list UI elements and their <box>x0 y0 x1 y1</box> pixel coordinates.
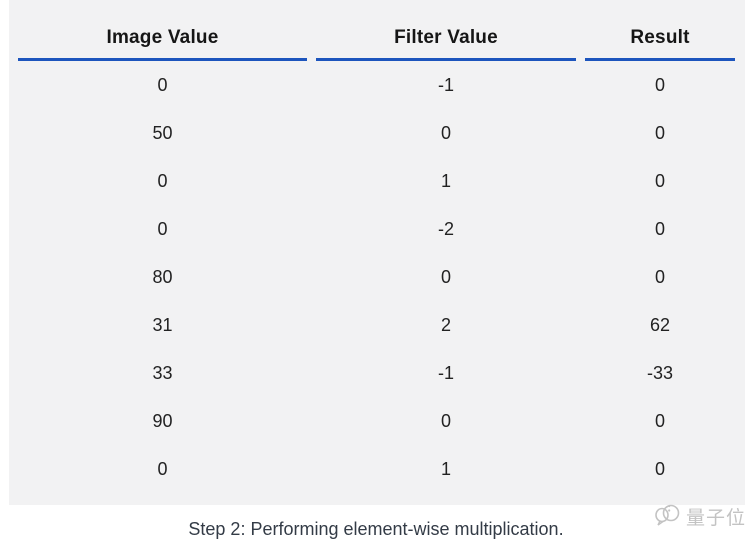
table-cell: 0 <box>157 170 168 191</box>
table-row: 50 0 0 <box>18 109 735 157</box>
column-header-image-value: Image Value <box>18 0 307 61</box>
table-cell: 0 <box>654 410 665 431</box>
table-row: 0 -2 0 <box>18 205 735 253</box>
qbitai-logo-icon <box>654 502 682 531</box>
table-cell: -33 <box>646 362 673 383</box>
column-header-filter-value: Filter Value <box>316 0 576 61</box>
table-cell: 1 <box>440 170 451 191</box>
figure-caption: Step 2: Performing element-wise multipli… <box>188 518 564 539</box>
table-cell: 50 <box>152 122 173 143</box>
table-cell: 0 <box>157 458 168 479</box>
table-cell: 80 <box>152 266 173 287</box>
table-panel: Image Value Filter Value Result 0 -1 0 50 0 0… <box>9 0 745 505</box>
table-cell: 0 <box>440 410 451 431</box>
table-cell: 0 <box>654 218 665 239</box>
table-cell: 0 <box>654 122 665 143</box>
table-row: 90 0 0 <box>18 397 735 445</box>
table-cell: 0 <box>157 74 168 95</box>
multiplication-table: Image Value Filter Value Result 0 -1 0 50 0 0… <box>9 0 744 493</box>
table-row: 0 1 0 <box>18 157 735 205</box>
column-header-result: Result <box>585 0 735 61</box>
caption-bar: Step 2: Performing element-wise multipli… <box>0 505 752 553</box>
table-header: Image Value Filter Value Result <box>18 0 735 61</box>
table-cell: 1 <box>440 458 451 479</box>
header-row: Image Value Filter Value Result <box>18 0 735 61</box>
table-cell: 90 <box>152 410 173 431</box>
table-row: 80 0 0 <box>18 253 735 301</box>
table-cell: 0 <box>654 170 665 191</box>
table-cell: 0 <box>654 458 665 479</box>
table-cell: -1 <box>437 74 454 95</box>
table-cell: 0 <box>654 266 665 287</box>
table-cell: 33 <box>152 362 173 383</box>
watermark-text: 量子位 <box>685 508 746 529</box>
table-row: 33 -1 -33 <box>18 349 735 397</box>
table-cell: 2 <box>440 314 451 335</box>
watermark: 量子位 <box>654 502 746 531</box>
table-cell: 31 <box>152 314 173 335</box>
table-cell: -1 <box>437 362 454 383</box>
table-cell: 0 <box>654 74 665 95</box>
table-row: 0 1 0 <box>18 445 735 493</box>
table-body: 0 -1 0 50 0 0 0 1 0 0 -2 0 80 0 0 31 2 62 33 -1 -33 90 0 0 0 1 0 <box>18 61 735 493</box>
table-row: 31 2 62 <box>18 301 735 349</box>
table-cell: 0 <box>157 218 168 239</box>
table-row: 0 -1 0 <box>18 61 735 109</box>
table-cell: 0 <box>440 266 451 287</box>
table-cell: 62 <box>649 314 671 335</box>
table-cell: -2 <box>437 218 454 239</box>
table-cell: 0 <box>440 122 451 143</box>
